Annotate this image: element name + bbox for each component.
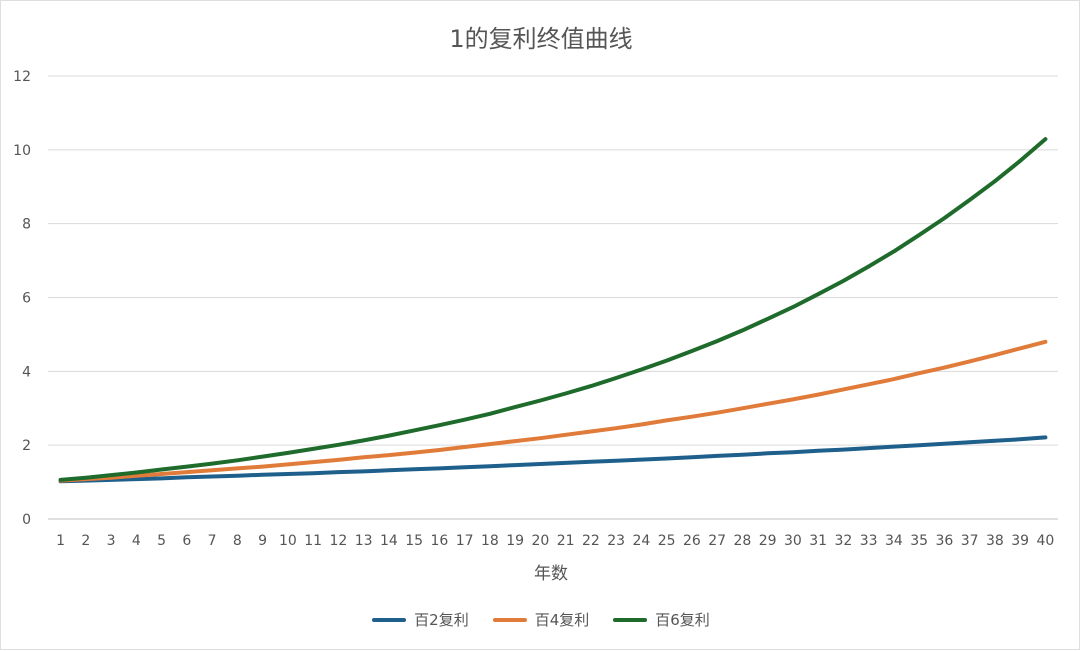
x-tick-label: 34	[885, 533, 903, 549]
x-tick-label: 15	[405, 533, 423, 549]
chart-title: 1的复利终值曲线	[449, 25, 633, 53]
x-tick-label: 17	[456, 533, 474, 549]
x-tick-label: 31	[809, 533, 827, 549]
x-tick-label: 32	[834, 533, 852, 549]
y-tick-label: 2	[22, 438, 31, 454]
x-tick-label: 12	[329, 533, 347, 549]
x-tick-label: 6	[182, 533, 191, 549]
x-tick-label: 25	[658, 533, 676, 549]
x-tick-label: 28	[733, 533, 751, 549]
x-tick-label: 16	[430, 533, 448, 549]
x-tick-label: 10	[279, 533, 297, 549]
y-tick-label: 0	[22, 512, 31, 528]
legend-item-2: 百4复利	[492, 609, 590, 630]
y-tick-label: 4	[22, 364, 31, 380]
legend-item-3: 百6复利	[613, 609, 710, 630]
legend: 百2复利 百4复利 百6复利	[1, 609, 1080, 630]
y-tick-label: 6	[22, 291, 31, 307]
x-tick-label: 14	[380, 533, 398, 549]
x-axis-title: 年数	[534, 564, 568, 584]
x-tick-label: 8	[233, 533, 242, 549]
x-tick-label: 27	[708, 533, 726, 549]
x-tick-label: 33	[860, 533, 878, 549]
series-line-3	[58, 137, 1048, 482]
x-tick-label: 38	[986, 533, 1004, 549]
x-tick-label: 13	[355, 533, 373, 549]
legend-label: 百6复利	[655, 611, 710, 629]
x-tick-label: 23	[607, 533, 625, 549]
x-tick-label: 5	[157, 533, 166, 549]
x-tick-label: 39	[1011, 533, 1029, 549]
x-tick-label: 4	[132, 533, 141, 549]
x-tick-label: 35	[910, 533, 928, 549]
legend-label: 百4复利	[534, 611, 590, 629]
x-tick-label: 2	[81, 533, 90, 549]
y-tick-label: 8	[22, 217, 31, 233]
x-tick-label: 26	[683, 533, 701, 549]
y-tick-label: 10	[13, 143, 31, 159]
x-tick-label: 21	[557, 533, 575, 549]
x-tick-label: 3	[107, 533, 116, 549]
x-tick-label: 19	[506, 533, 524, 549]
x-tick-label: 20	[531, 533, 549, 549]
x-tick-label: 11	[304, 533, 322, 549]
x-tick-label: 7	[208, 533, 217, 549]
series-line-1	[58, 435, 1048, 484]
legend-swatch	[492, 617, 527, 622]
series-line-2	[58, 339, 1048, 483]
legend-swatch	[372, 617, 407, 622]
x-tick-label: 9	[258, 533, 267, 549]
x-tick-label: 29	[759, 533, 777, 549]
x-tick-label: 22	[582, 533, 600, 549]
x-tick-label: 24	[632, 533, 650, 549]
x-tick-label: 18	[481, 533, 499, 549]
x-tick-label: 37	[961, 533, 979, 549]
x-tick-label: 36	[935, 533, 953, 549]
y-tick-label: 12	[13, 69, 31, 85]
legend-label: 百2复利	[414, 611, 469, 629]
x-tick-label: 1	[56, 533, 65, 549]
x-tick-label: 40	[1036, 533, 1054, 549]
legend-item-1: 百2复利	[372, 609, 469, 630]
x-tick-label: 30	[784, 533, 802, 549]
legend-swatch	[613, 617, 648, 622]
